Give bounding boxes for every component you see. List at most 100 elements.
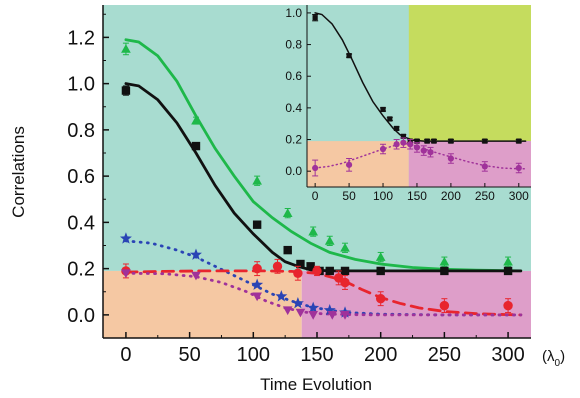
inset-axes: 0.0 0.2 0.4 0.6 0.8 1.0 0 50 100 150 200 250 300: [285, 5, 531, 203]
data-point-triangle-down: [340, 311, 350, 320]
inset-x-tick-label: 0: [312, 189, 319, 203]
data-point-circle: [413, 144, 421, 151]
inset-y-tick-label: 1.0: [285, 6, 302, 20]
data-point-triangle: [252, 175, 262, 185]
data-point-square: [503, 266, 513, 276]
x-axis-unit: (λ0): [542, 348, 565, 369]
data-point-square: [380, 106, 386, 113]
y-tick-label: 1.0: [67, 74, 95, 96]
data-point-circle: [379, 145, 387, 153]
data-point-circle: [252, 263, 262, 274]
x-axis-unit-paren: ): [560, 348, 565, 365]
data-point-triangle-down: [327, 311, 338, 320]
data-point-triangle: [503, 256, 513, 266]
data-point-circle: [447, 155, 455, 162]
inset-background-regions: [307, 5, 531, 187]
inset-data-points: [312, 13, 522, 177]
data-point-circle: [515, 164, 522, 172]
inset-region-peach: [307, 141, 409, 187]
data-point-square: [340, 266, 350, 276]
inset-x-tick-label: 100: [373, 189, 393, 203]
data-point-square: [482, 138, 488, 144]
data-point-circle: [439, 300, 450, 311]
data-point-square: [387, 116, 393, 122]
data-point-circle: [420, 147, 427, 154]
y-tick-label: 1.2: [67, 27, 95, 49]
x-tick-label: 100: [237, 344, 270, 366]
y-tick-label: 0.0: [67, 305, 95, 327]
inset-region-pink: [408, 141, 531, 187]
data-point-circle: [293, 268, 303, 278]
data-point-star: [291, 297, 304, 309]
inset-y-tick-label: 0.6: [285, 69, 302, 83]
data-point-square: [431, 138, 437, 144]
data-point-circle: [503, 300, 513, 311]
fit-curve-0: [314, 12, 527, 142]
x-tick-label: 50: [178, 344, 200, 366]
data-point-circle: [375, 293, 386, 304]
inset-x-tick-label: 150: [407, 189, 427, 203]
y-tick-label: 0.6: [67, 166, 95, 188]
data-point-square: [252, 220, 262, 229]
data-point-circle: [272, 261, 283, 272]
data-point-triangle: [308, 226, 319, 236]
data-point-square: [306, 262, 315, 271]
fit-curve-1: [314, 142, 527, 170]
main-data-points: [119, 42, 513, 320]
data-point-triangle: [121, 44, 131, 53]
data-point-triangle-down: [282, 306, 293, 316]
data-point-star: [307, 301, 320, 314]
region-peach: [103, 270, 302, 338]
data-point-circle: [393, 141, 400, 148]
data-point-star: [275, 290, 288, 302]
data-point-triangle: [324, 236, 335, 245]
inset-x-tick-label: 200: [441, 189, 461, 203]
data-point-triangle-down: [121, 269, 131, 279]
inset-x-tick-label: 300: [509, 189, 529, 203]
inset-x-tick-label: 250: [475, 189, 495, 203]
data-point-triangle-down: [295, 308, 306, 318]
data-point-star: [119, 232, 132, 244]
data-point-square: [283, 245, 292, 255]
data-point-square: [394, 125, 400, 132]
data-point-square: [440, 266, 449, 276]
inset-region-olive: [408, 5, 531, 142]
data-point-circle: [312, 266, 322, 276]
x-tick-label: 0: [120, 344, 131, 366]
data-point-star: [190, 248, 202, 260]
fit-curve-1: [124, 82, 523, 273]
data-point-circle: [407, 141, 414, 148]
data-point-triangle: [375, 252, 386, 261]
fit-curve-4: [124, 271, 523, 317]
data-point-triangle: [191, 115, 201, 125]
data-point-square: [516, 138, 522, 144]
data-point-square: [312, 15, 318, 21]
data-point-star: [251, 278, 264, 290]
data-point-triangle-down: [191, 271, 201, 281]
inset-y-tick-label: 0.8: [285, 38, 302, 52]
data-point-square: [424, 138, 430, 144]
y-axis-title: Correlations: [9, 126, 28, 218]
data-point-triangle: [282, 208, 293, 217]
data-point-square: [400, 133, 406, 139]
inset-y-tick-label: 0.2: [285, 133, 302, 147]
inset-fit-curves: [314, 12, 527, 170]
data-point-square: [448, 138, 454, 144]
x-axis-title: Time Evolution: [260, 375, 372, 394]
data-point-triangle: [439, 256, 450, 266]
data-point-square: [296, 259, 305, 269]
x-tick-label: 150: [300, 344, 333, 366]
x-tick-label: 250: [428, 344, 461, 366]
y-tick-label: 0.2: [67, 259, 95, 281]
data-point-star: [323, 303, 336, 316]
inset-y-tick-label: 0.0: [285, 164, 302, 178]
y-tick-label: 0.4: [67, 212, 95, 234]
data-point-circle: [427, 149, 434, 156]
data-point-square: [346, 53, 352, 59]
inset-plot: 0.0 0.2 0.4 0.6 0.8 1.0 0 50 100 150 200 250 300: [285, 5, 531, 203]
fit-curve-3: [124, 269, 523, 317]
data-point-square: [414, 138, 420, 144]
x-tick-label: 300: [491, 344, 524, 366]
